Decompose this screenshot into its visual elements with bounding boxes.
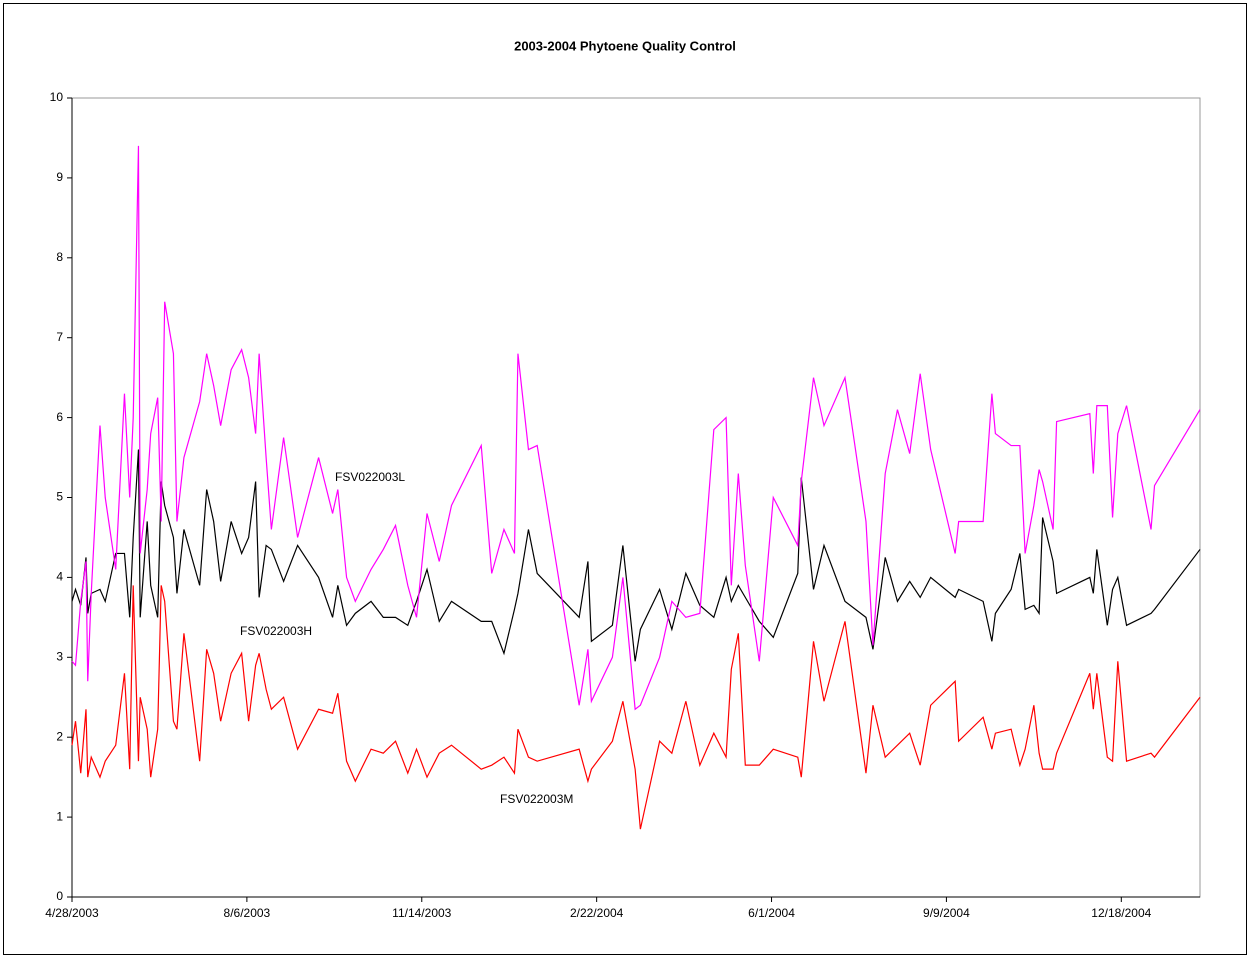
y-tick-label: 10 (50, 90, 64, 104)
series-line (71, 585, 1201, 830)
x-tick-label: 12/18/2004 (1091, 906, 1151, 920)
series-line (71, 449, 1201, 662)
y-tick-label: 4 (56, 570, 63, 584)
y-tick-label: 3 (56, 649, 63, 663)
y-tick-label: 5 (56, 490, 63, 504)
x-tick-label: 8/6/2003 (224, 906, 271, 920)
x-tick-label: 9/9/2004 (923, 906, 970, 920)
series-annotation: FSV022003H (240, 624, 312, 638)
y-tick-label: 6 (56, 410, 63, 424)
x-tick-label: 4/28/2003 (45, 906, 99, 920)
x-tick-label: 6/1/2004 (748, 906, 795, 920)
chart-frame (3, 3, 1247, 955)
x-tick-label: 2/22/2004 (570, 906, 624, 920)
series-annotation: FSV022003M (500, 792, 573, 806)
series-annotation: FSV022003L (335, 470, 405, 484)
series-line (71, 145, 1201, 711)
y-tick-label: 7 (56, 330, 63, 344)
y-tick-label: 0 (56, 889, 63, 903)
y-tick-label: 2 (56, 729, 63, 743)
y-tick-label: 9 (56, 170, 63, 184)
chart-title: 2003-2004 Phytoene Quality Control (514, 38, 736, 53)
x-tick-label: 11/14/2003 (392, 906, 451, 920)
y-tick-label: 8 (56, 250, 63, 264)
y-tick-label: 1 (56, 809, 63, 823)
